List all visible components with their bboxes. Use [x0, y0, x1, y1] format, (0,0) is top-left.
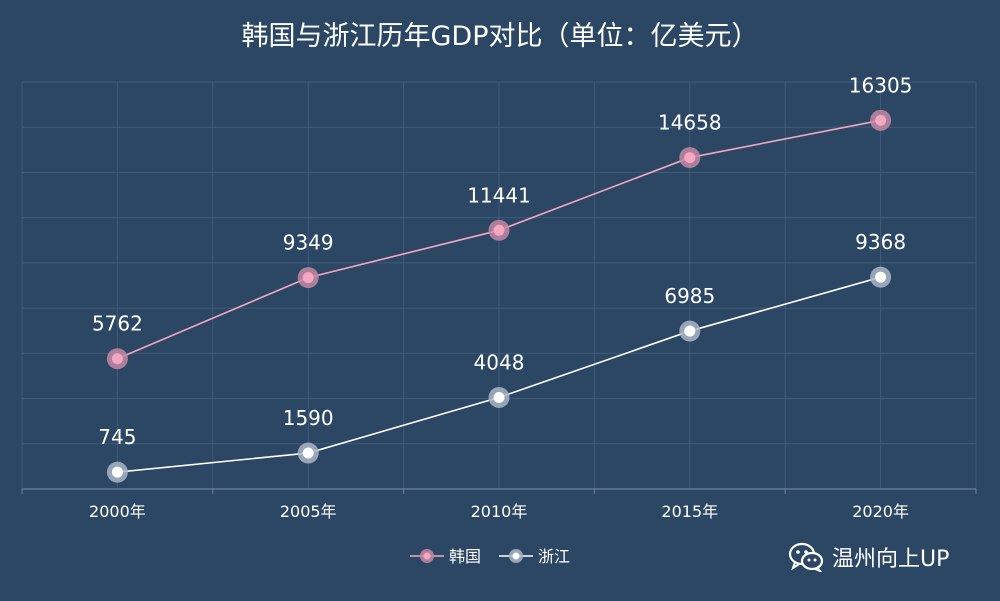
- data-point: [111, 353, 123, 365]
- legend-swatch-dot: [423, 552, 431, 560]
- chart-title: 韩国与浙江历年GDP对比（单位：亿美元）: [241, 21, 759, 52]
- data-point: [684, 325, 696, 337]
- x-tick-label: 2010年: [471, 502, 528, 521]
- x-tick-label: 2015年: [661, 502, 718, 521]
- x-tick-label: 2000年: [89, 502, 146, 521]
- data-label: 14658: [658, 111, 722, 135]
- data-point: [875, 271, 887, 283]
- data-label: 9368: [855, 230, 906, 254]
- legend-label: 浙江: [538, 547, 570, 566]
- x-tick-label: 2005年: [280, 502, 337, 521]
- data-point: [493, 224, 505, 236]
- data-point: [302, 272, 314, 284]
- data-point: [302, 447, 314, 459]
- data-label: 5762: [92, 312, 143, 336]
- legend-label: 韩国: [449, 547, 481, 566]
- data-point: [493, 391, 505, 403]
- data-label: 1590: [283, 406, 334, 430]
- data-label: 4048: [474, 350, 525, 374]
- legend-swatch-dot: [512, 552, 520, 560]
- data-label: 745: [98, 425, 136, 449]
- x-tick-label: 2020年: [852, 502, 909, 521]
- data-point: [684, 152, 696, 164]
- data-point: [875, 114, 887, 126]
- watermark-text: 温州向上UP: [832, 547, 950, 572]
- wechat-icon: [788, 542, 824, 572]
- data-label: 11441: [467, 183, 531, 207]
- data-label: 6985: [664, 284, 715, 308]
- watermark: 温州向上UP: [788, 542, 949, 572]
- data-label: 9349: [283, 231, 334, 255]
- data-point: [111, 466, 123, 478]
- data-label: 16305: [849, 73, 913, 97]
